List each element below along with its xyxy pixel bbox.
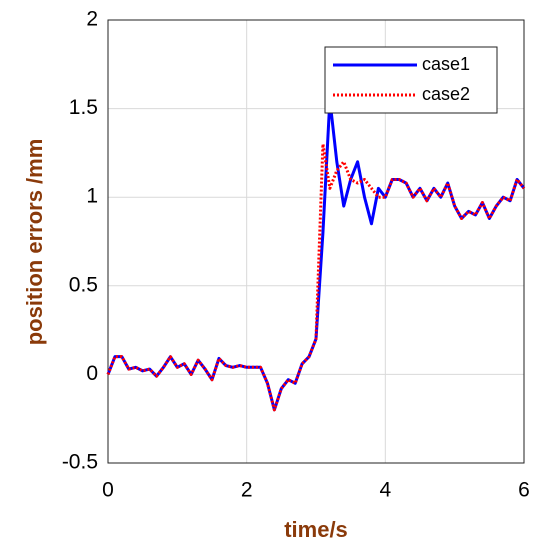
plot-frame: [107, 19, 525, 464]
y-tick-label: -0.5: [62, 451, 98, 474]
y-tick-label: 0.5: [69, 273, 98, 296]
legend-label: case2: [422, 84, 470, 104]
line-series: [106, 142, 526, 412]
y-tick-label: 2: [86, 8, 98, 31]
x-tick-label: 4: [379, 479, 391, 502]
y-axis-label: position errors /mm: [22, 139, 47, 346]
x-tick-label: 0: [102, 479, 114, 502]
legend-box: [324, 46, 498, 114]
y-tick-label: 1.5: [69, 96, 98, 119]
x-tick-label: 2: [241, 479, 253, 502]
x-axis-label: time/s: [284, 517, 348, 542]
x-tick-label: 6: [518, 479, 530, 502]
y-tick-label: 0: [86, 362, 98, 385]
y-tick-label: 1: [86, 185, 98, 208]
legend-label: case1: [422, 54, 470, 74]
